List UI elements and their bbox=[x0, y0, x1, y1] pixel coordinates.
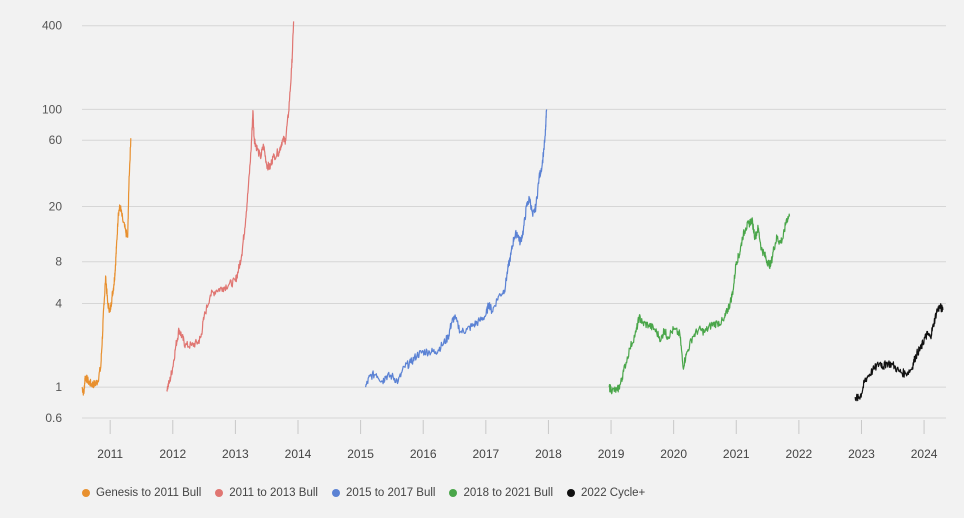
x-tick-label: 2016 bbox=[410, 447, 437, 461]
x-tick-label: 2024 bbox=[911, 447, 938, 461]
series-line-2 bbox=[365, 109, 548, 388]
x-tick-label: 2011 bbox=[97, 447, 123, 461]
x-tick-label: 2019 bbox=[598, 447, 625, 461]
legend-dot-icon bbox=[82, 489, 90, 497]
legend: Genesis to 2011 Bull 2011 to 2013 Bull 201… bbox=[82, 487, 659, 499]
y-axis: 0.6 1 4 8 20 60 100 400 bbox=[42, 19, 62, 425]
series-line-1 bbox=[166, 21, 295, 392]
legend-label: Genesis to 2011 Bull bbox=[96, 487, 202, 499]
legend-label: 2022 Cycle+ bbox=[581, 487, 646, 499]
legend-dot-icon bbox=[449, 489, 458, 497]
legend-dot-icon bbox=[215, 489, 224, 497]
x-tick-label: 2017 bbox=[472, 447, 499, 461]
y-tick-label: 20 bbox=[49, 199, 63, 213]
grid-layer bbox=[82, 25, 946, 419]
y-tick-label: 1 bbox=[55, 380, 62, 394]
x-tick-label: 2020 bbox=[660, 447, 687, 461]
x-tick-label: 2015 bbox=[347, 447, 374, 461]
x-tick-label: 2018 bbox=[535, 447, 562, 461]
legend-item[interactable]: 2011 to 2013 Bull bbox=[215, 487, 318, 499]
x-tick-label: 2021 bbox=[723, 447, 750, 461]
x-tick-label: 2012 bbox=[159, 447, 186, 461]
y-tick-label: 400 bbox=[42, 19, 62, 33]
series-line-0 bbox=[81, 138, 132, 396]
y-tick-label: 0.6 bbox=[45, 411, 62, 425]
y-tick-label: 100 bbox=[42, 102, 62, 116]
legend-item[interactable]: Genesis to 2011 Bull bbox=[82, 487, 201, 499]
y-tick-label: 4 bbox=[55, 297, 62, 311]
x-tick-label: 2014 bbox=[285, 447, 312, 461]
x-tick-label: 2023 bbox=[848, 447, 875, 461]
legend-dot-icon bbox=[331, 489, 340, 497]
series-line-3 bbox=[608, 213, 791, 395]
x-tick-label: 2013 bbox=[222, 447, 249, 461]
y-tick-label: 60 bbox=[49, 133, 63, 147]
legend-item[interactable]: 2015 to 2017 Bull bbox=[331, 487, 436, 499]
legend-item[interactable]: 2018 to 2021 Bull bbox=[449, 487, 553, 499]
series-layer bbox=[81, 21, 944, 402]
y-tick-label: 8 bbox=[55, 255, 62, 269]
legend-label: 2011 to 2013 Bull bbox=[229, 487, 318, 499]
legend-label: 2015 to 2017 Bull bbox=[345, 487, 436, 499]
legend-label: 2018 to 2021 Bull bbox=[463, 487, 554, 499]
legend-item[interactable]: 2022 Cycle+ bbox=[567, 487, 645, 499]
x-tick-label: 2022 bbox=[786, 447, 813, 461]
legend-dot-icon bbox=[567, 489, 576, 497]
x-axis: 2011 2012 2013 2014 2015 2016 2017 2018 2019 2020… bbox=[97, 420, 938, 461]
series-line-4 bbox=[854, 303, 944, 402]
